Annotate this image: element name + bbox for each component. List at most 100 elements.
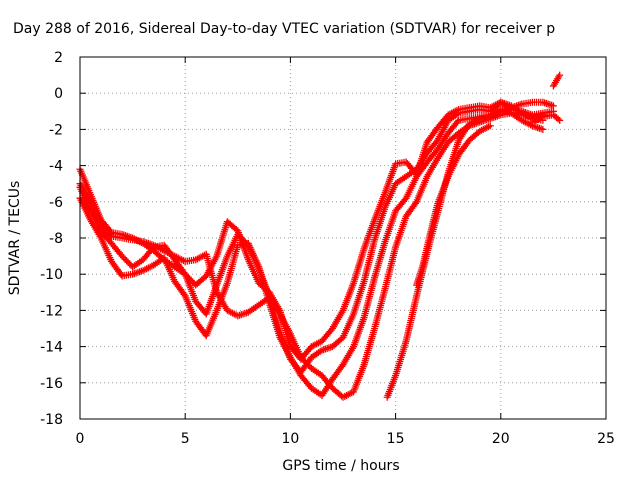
data-point-trail	[98, 236, 115, 264]
data-point-trail	[98, 228, 114, 246]
y-tick-label: 0	[54, 86, 63, 102]
data-point-trail	[361, 327, 378, 367]
x-tick-label: 10	[281, 431, 299, 447]
data-series	[528, 111, 564, 126]
data-point-trail	[551, 112, 562, 123]
data-point-trail	[371, 287, 389, 330]
y-tick-label: -4	[49, 159, 63, 175]
data-point	[556, 116, 564, 124]
data-point-trail	[277, 312, 293, 336]
data-point-trail	[213, 254, 231, 287]
x-tick-label: 0	[76, 431, 85, 447]
data-series	[549, 71, 564, 90]
y-tick-label: -16	[40, 376, 63, 392]
data-point-trail	[298, 355, 314, 371]
data-point-trail	[319, 373, 335, 391]
data-point-trail	[392, 339, 410, 378]
data-point-trail	[330, 335, 345, 349]
data-point-trail	[182, 294, 199, 323]
data-point-trail	[478, 123, 493, 134]
data-point-trail	[245, 258, 262, 285]
data-point-trail	[87, 200, 104, 226]
data-point-trail	[435, 118, 451, 142]
data-point-trail	[309, 366, 324, 378]
data-point-trail	[225, 307, 240, 319]
data-point-trail	[309, 338, 324, 350]
data-point-trail	[361, 276, 378, 320]
data-point-trail	[340, 312, 357, 340]
data-point-trail	[446, 118, 461, 135]
data-point-trail	[277, 335, 293, 360]
data-point	[556, 71, 564, 79]
data-point-trail	[384, 374, 399, 399]
data-point-trail	[266, 301, 283, 340]
data-point-trail	[225, 219, 240, 233]
data-point-trail	[371, 205, 388, 242]
data-point-trail	[424, 125, 441, 144]
data-point-trail	[424, 156, 441, 179]
data-point-trail	[446, 130, 461, 145]
data-point-trail	[413, 174, 430, 204]
x-axis-label: GPS time / hours	[282, 458, 399, 474]
data-point-trail	[341, 389, 356, 400]
data-point-trail	[530, 114, 545, 125]
data-point-trail	[419, 236, 433, 267]
data-point-trail	[520, 117, 535, 129]
data-point-trail	[246, 302, 261, 315]
y-tick-label: -18	[40, 412, 63, 428]
data-point-trail	[109, 259, 125, 278]
data-point	[118, 252, 126, 260]
data-point-trail	[203, 308, 220, 338]
data-point-trail	[245, 241, 262, 269]
data-point-trail	[340, 344, 356, 367]
data-point-trail	[361, 218, 378, 251]
data-point-trail	[350, 279, 367, 316]
data-point-trail	[361, 238, 378, 283]
data-point-trail	[267, 296, 283, 316]
y-tick-label: -8	[49, 231, 63, 247]
data-point-trail	[224, 232, 241, 258]
data-point-trail	[88, 218, 104, 240]
data-point-trail	[214, 290, 230, 313]
data-point-trail	[488, 108, 503, 120]
data-point-trail	[213, 220, 231, 258]
data-point-trail	[330, 362, 346, 382]
data-point-trail	[193, 251, 208, 263]
data-point-trail	[382, 182, 399, 209]
data-point-trail	[426, 202, 441, 240]
data-point-trail	[340, 281, 357, 312]
y-tick-label: -2	[49, 122, 63, 138]
data-point-trail	[467, 115, 482, 127]
data-point-trail	[435, 113, 451, 130]
data-point-trail	[287, 355, 304, 378]
data-point-trail	[319, 326, 335, 344]
data-point	[234, 230, 242, 238]
data-point-trail	[141, 262, 156, 274]
y-axis-label: SDTVAR / TECUs	[7, 181, 23, 296]
data-point-trail	[404, 166, 419, 179]
data-point-trail	[456, 122, 472, 142]
data-point-trail	[424, 147, 440, 164]
data-point-trail	[109, 241, 125, 259]
data-point-trail	[161, 256, 178, 283]
y-tick-label: -10	[40, 267, 63, 283]
data-point-trail	[77, 196, 94, 222]
data-point-trail	[130, 257, 145, 270]
data-point-trail	[371, 240, 388, 280]
data-point-trail	[393, 174, 408, 186]
data-point-trail	[77, 167, 94, 197]
data-point-trail	[140, 245, 156, 262]
data-point-trail	[403, 174, 420, 200]
data-point-trail	[77, 182, 93, 204]
data-point-trail	[172, 279, 188, 298]
data-point-trail	[287, 332, 304, 359]
x-tick-label: 25	[597, 431, 615, 447]
data-point-trail	[446, 110, 461, 123]
plot-frame	[79, 56, 607, 420]
data-point-trail	[435, 140, 451, 161]
data-point-trail	[382, 162, 399, 195]
data-point-trail	[488, 100, 503, 114]
data-point-trail	[467, 129, 482, 143]
data-point-trail	[224, 243, 241, 285]
